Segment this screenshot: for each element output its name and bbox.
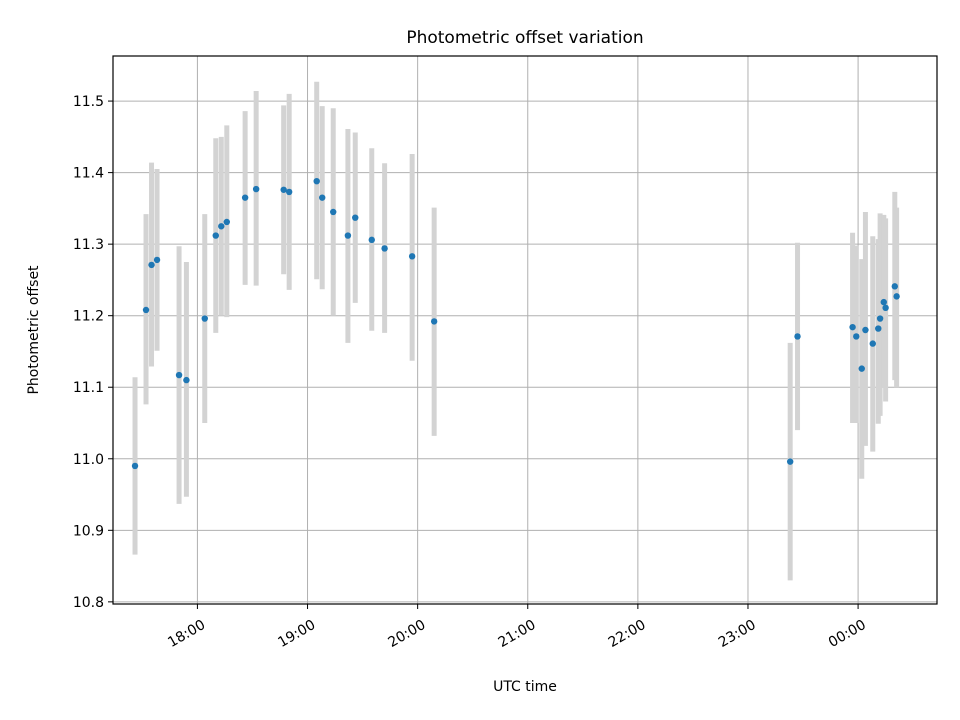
data-point: [344, 232, 352, 239]
data-point: [201, 315, 208, 322]
grid: [113, 56, 937, 604]
data-point: [862, 326, 869, 334]
y-tick-label: 10.8: [73, 595, 104, 611]
data-point: [131, 462, 139, 470]
data-point: [153, 256, 161, 264]
plot-frame: [112, 55, 938, 605]
data-point: [223, 218, 230, 226]
data-point: [142, 306, 150, 314]
data-point: [786, 458, 794, 465]
data-point: [794, 333, 801, 340]
data-point: [212, 232, 219, 239]
x-tick-label: 19:00: [275, 617, 318, 651]
x-tick-label: 22:00: [606, 617, 649, 651]
data-point: [880, 298, 887, 306]
data-point: [849, 323, 856, 331]
data-point: [381, 245, 388, 252]
data-point: [252, 185, 260, 193]
data-point: [218, 223, 225, 230]
data-point: [408, 253, 416, 260]
data-point: [869, 340, 876, 347]
data-point: [891, 283, 898, 290]
x-tick-label: 00:00: [826, 617, 869, 651]
y-tick-label: 10.9: [73, 523, 104, 539]
data-point: [183, 376, 190, 384]
data-point: [175, 371, 183, 379]
y-tick-label: 11.0: [73, 452, 104, 468]
y-tick-label: 11.3: [73, 237, 104, 253]
data-point: [280, 186, 287, 193]
x-tick-label: 23:00: [716, 617, 759, 651]
data-point: [430, 318, 438, 325]
y-tick-label: 11.5: [73, 94, 104, 110]
data-points: [131, 177, 900, 470]
data-point: [313, 177, 320, 185]
x-tick-label: 18:00: [165, 617, 208, 651]
data-point: [148, 261, 155, 269]
data-point: [352, 214, 359, 221]
data-point: [858, 365, 865, 372]
data-point: [285, 188, 293, 196]
y-tick-label: 11.4: [73, 166, 104, 182]
x-axis-label: UTC time: [493, 679, 557, 695]
y-axis-label: Photometric offset: [26, 265, 42, 395]
x-tick-label: 20:00: [385, 617, 428, 651]
data-point: [368, 236, 375, 244]
x-tick-label: 21:00: [496, 617, 539, 651]
y-tick-label: 11.2: [73, 309, 104, 325]
data-point: [319, 194, 326, 201]
error-bars: [132, 81, 900, 581]
data-point: [882, 304, 889, 312]
chart-title: Photometric offset variation: [406, 28, 643, 48]
data-point: [875, 325, 882, 332]
data-point: [241, 194, 249, 201]
axis-ticks: 10.8 10.9 11.0 11.1 11.2 11.3 11.4 11.5 18:00 19:…: [73, 94, 869, 651]
y-tick-label: 11.1: [73, 380, 104, 396]
data-point: [853, 333, 860, 340]
data-point: [330, 208, 337, 216]
data-point: [876, 315, 884, 322]
data-point: [893, 293, 900, 300]
